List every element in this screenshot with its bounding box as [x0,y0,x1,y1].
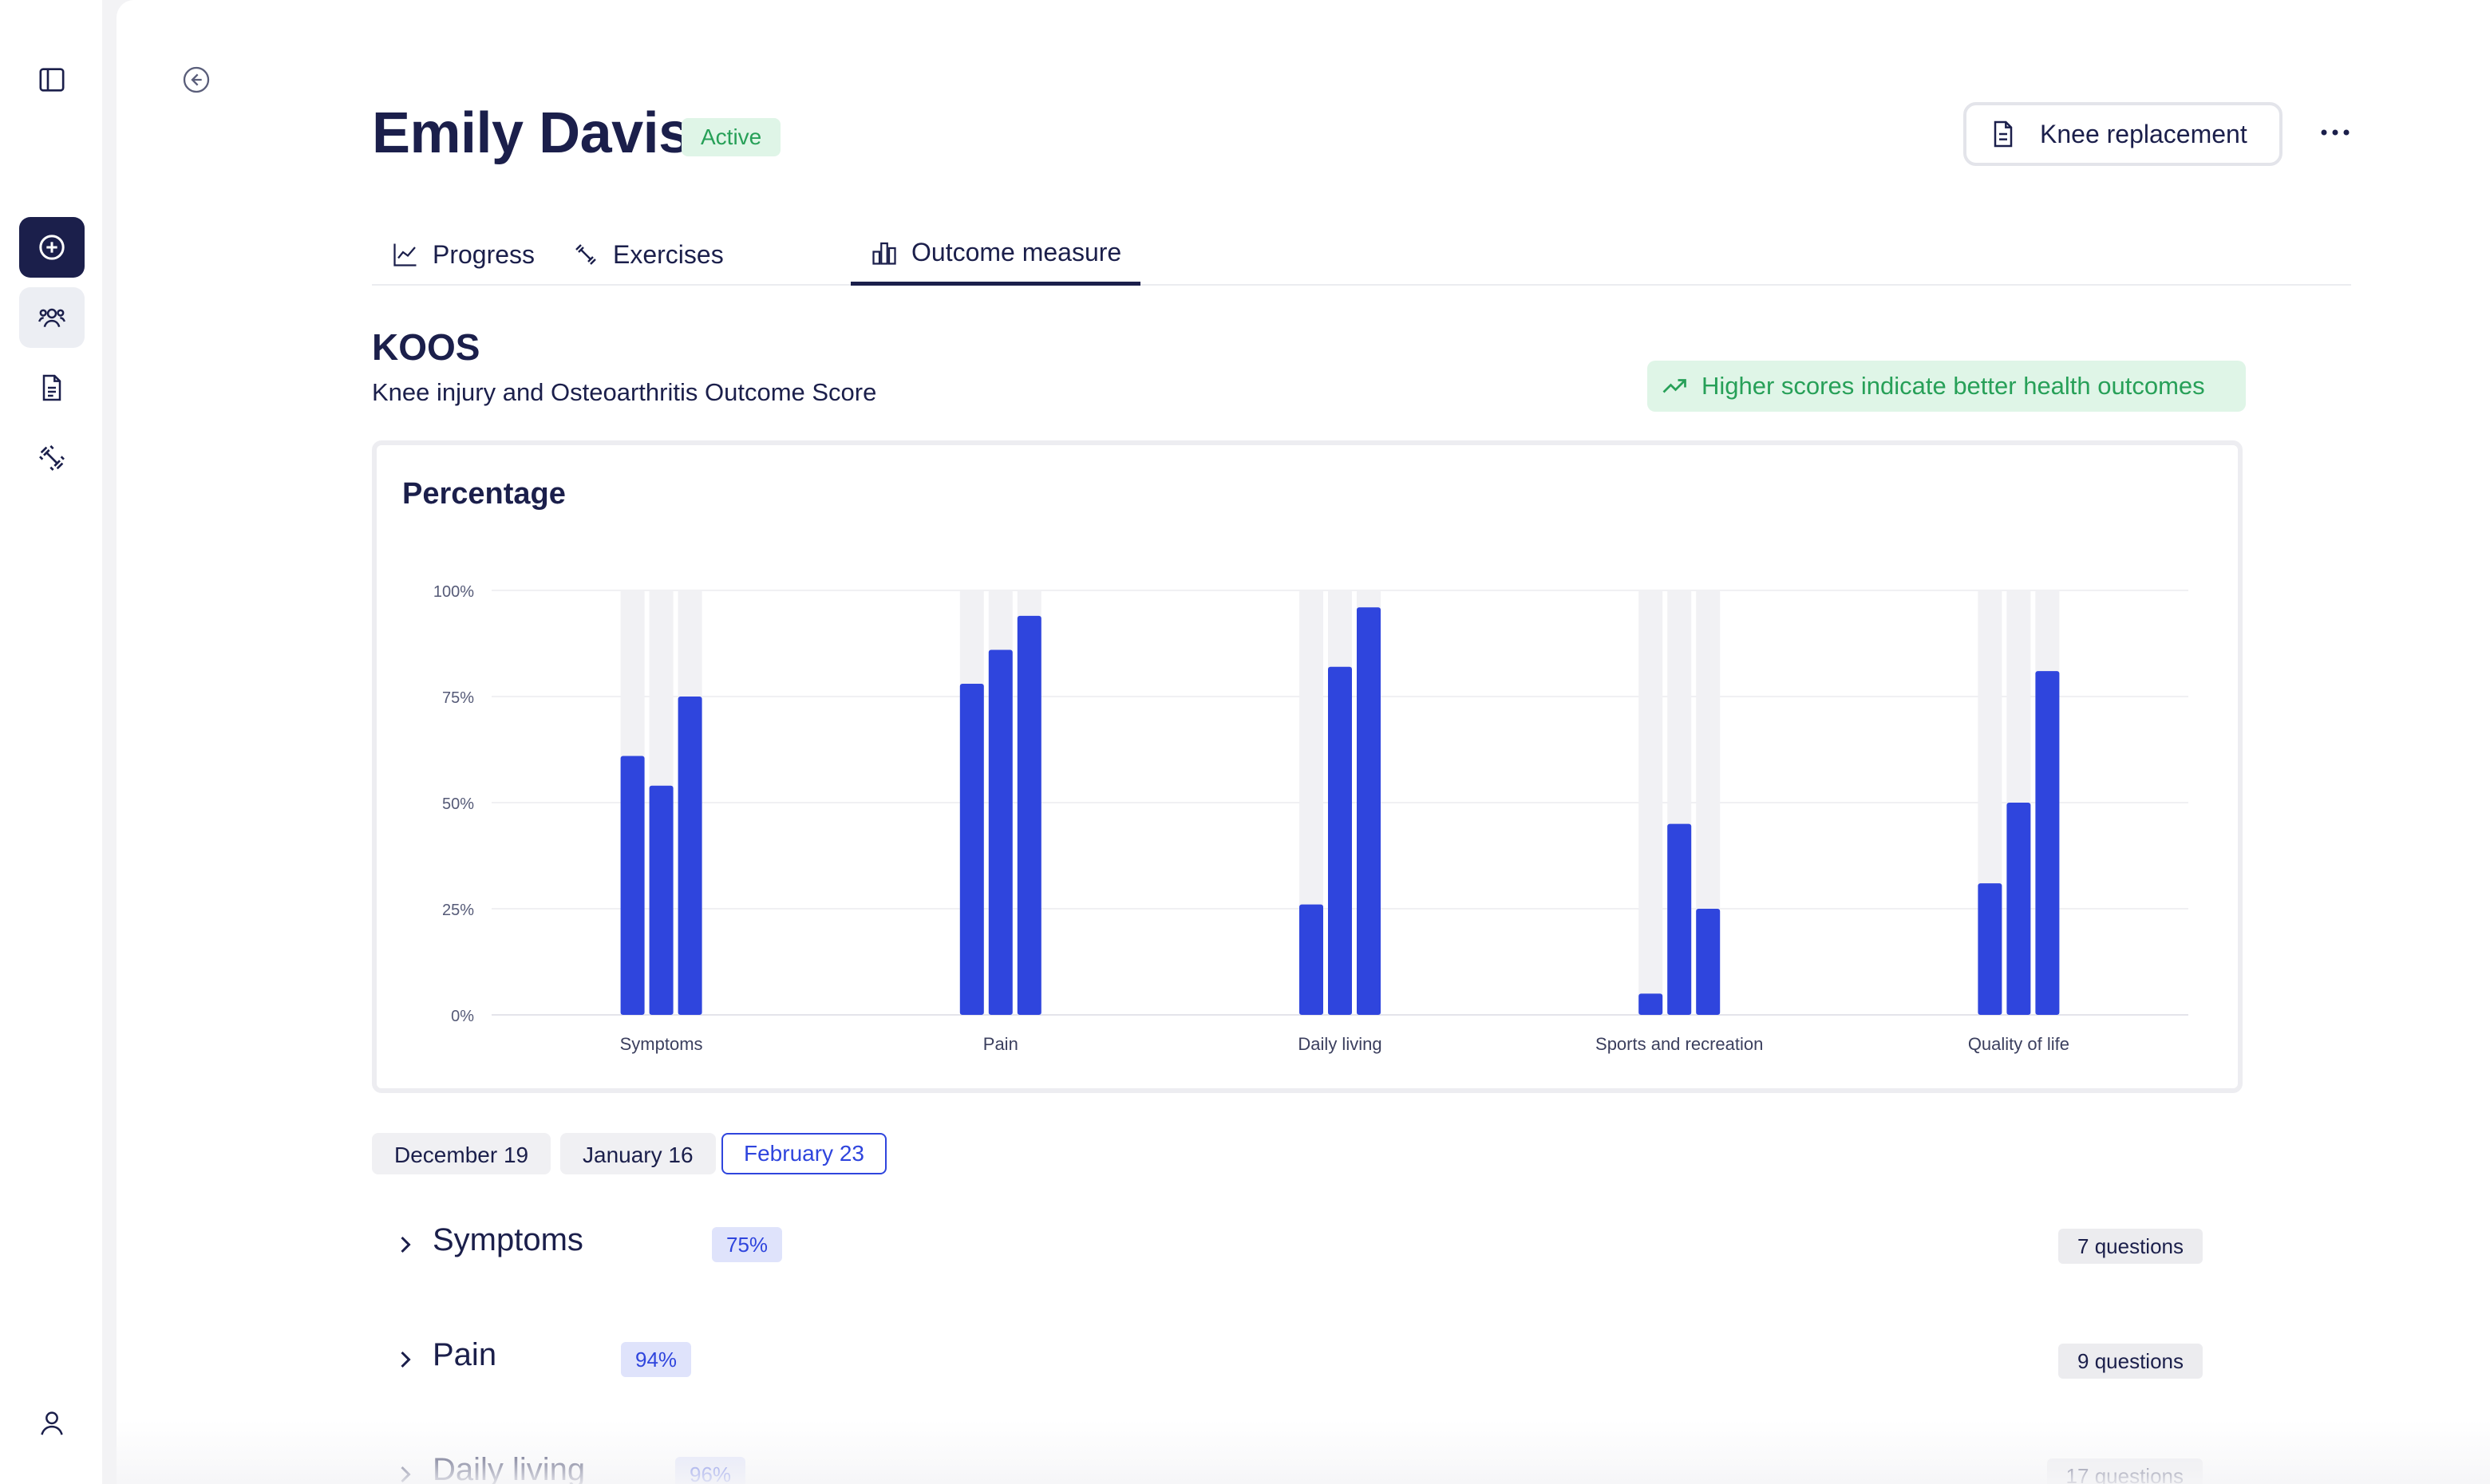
bar [1638,993,1663,1015]
sidebar-item-exercises[interactable] [19,428,85,488]
exercises-icon [39,445,65,471]
x-tick-label: Pain [983,1034,1018,1054]
new-session-button[interactable] [19,217,85,278]
score-badge: 94% [621,1342,692,1377]
date-chip-active[interactable]: February 23 [721,1133,887,1174]
document-icon [42,374,61,401]
question-count: 9 questions [2058,1344,2203,1379]
sidebar-item-patients[interactable] [19,287,85,348]
bar-chart-icon [872,242,896,265]
subscale-title: Symptoms [433,1222,583,1257]
chart-card: Percentage 0% 25% 50% 75% 100% Symptoms Pain Da… [372,440,2243,1093]
y-tick-label: 100% [433,583,474,601]
bar-chart: 0% 25% 50% 75% 100% Symptoms Pain Daily living S… [433,583,2188,1054]
x-tick-label: Daily living [1298,1034,1381,1054]
bar [1328,666,1352,1015]
sidebar-toggle-button[interactable] [19,49,85,110]
exercises-icon [575,244,596,265]
tab-label: Outcome measure [911,238,1122,266]
chevron-right-icon [401,1466,411,1483]
bar [678,697,702,1015]
bar [959,684,984,1015]
patient-name: Emily Davis [372,101,690,165]
y-tick-label: 75% [442,689,474,707]
score-badge: 75% [712,1227,783,1262]
y-tick-label: 50% [442,795,474,813]
tab-label: Progress [433,239,536,269]
subscale-title: Daily living [433,1452,586,1484]
subscale-row-pain[interactable]: Pain 94% 9 questions [372,1328,2222,1391]
x-tick-label: Symptoms [620,1034,703,1054]
tab-outcome-measure[interactable]: Outcome measure [851,223,1141,286]
trending-up-icon [1662,379,1686,393]
bar [1978,883,2002,1015]
score-badge: 96% [675,1457,746,1484]
tab-label: Exercises [613,239,724,269]
user-icon [41,1411,63,1435]
subscale-title: Pain [433,1337,497,1372]
bar [620,756,645,1015]
bar [649,785,674,1015]
sidebar-item-documents[interactable] [19,357,85,418]
tab-progress[interactable]: Progress [372,223,554,286]
subscale-row-daily-living[interactable]: Daily living 96% 17 questions [372,1443,2222,1484]
sidebar [0,0,102,1484]
document-icon [1994,120,2013,148]
sidebar-toggle-icon [39,68,65,92]
info-text: Higher scores indicate better health out… [1702,372,2205,400]
more-options-button[interactable] [2314,112,2356,153]
chart-title: Percentage [402,477,566,511]
tab-bar: Progress Exercises Outcome measure [372,223,2351,286]
section-subtitle: Knee injury and Osteoarthritis Outcome S… [372,378,877,406]
condition-button[interactable]: Knee replacement [1963,102,2282,166]
condition-label: Knee replacement [2040,119,2247,148]
sidebar-item-profile[interactable] [19,1393,85,1454]
bar [1299,904,1323,1015]
date-chip[interactable]: January 16 [560,1133,716,1174]
back-arrow-icon[interactable] [180,64,212,96]
bar [1357,607,1381,1015]
patient-header: Emily Davis Active Knee replacement [372,101,2351,180]
bar [1017,615,1041,1015]
more-horizontal-icon [2321,129,2350,136]
date-chip[interactable]: December 19 [372,1133,551,1174]
section-title: KOOS [372,326,480,368]
info-pill: Higher scores indicate better health out… [1647,361,2246,412]
bar [2035,671,2060,1015]
x-tick-label: Quality of life [1968,1034,2069,1054]
main-content: Emily Davis Active Knee replacement Prog… [117,0,2490,1484]
bar [988,649,1013,1015]
y-tick-label: 25% [442,902,474,919]
chevron-right-icon [401,1351,411,1368]
bar [2006,803,2031,1015]
subscale-row-symptoms[interactable]: Symptoms 75% 7 questions [372,1213,2222,1277]
bar [1667,823,1692,1015]
patients-icon [38,308,66,328]
chart-line-icon [393,243,417,266]
question-count: 17 questions [2046,1458,2203,1484]
status-badge: Active [682,118,781,156]
chevron-right-icon [401,1236,411,1253]
y-tick-label: 0% [451,1008,474,1025]
bar [1696,909,1721,1015]
plus-circle-icon [39,235,65,260]
tab-exercises[interactable]: Exercises [552,223,743,286]
x-tick-label: Sports and recreation [1595,1034,1763,1054]
question-count: 7 questions [2058,1229,2203,1264]
bar-track [1638,590,1663,1015]
